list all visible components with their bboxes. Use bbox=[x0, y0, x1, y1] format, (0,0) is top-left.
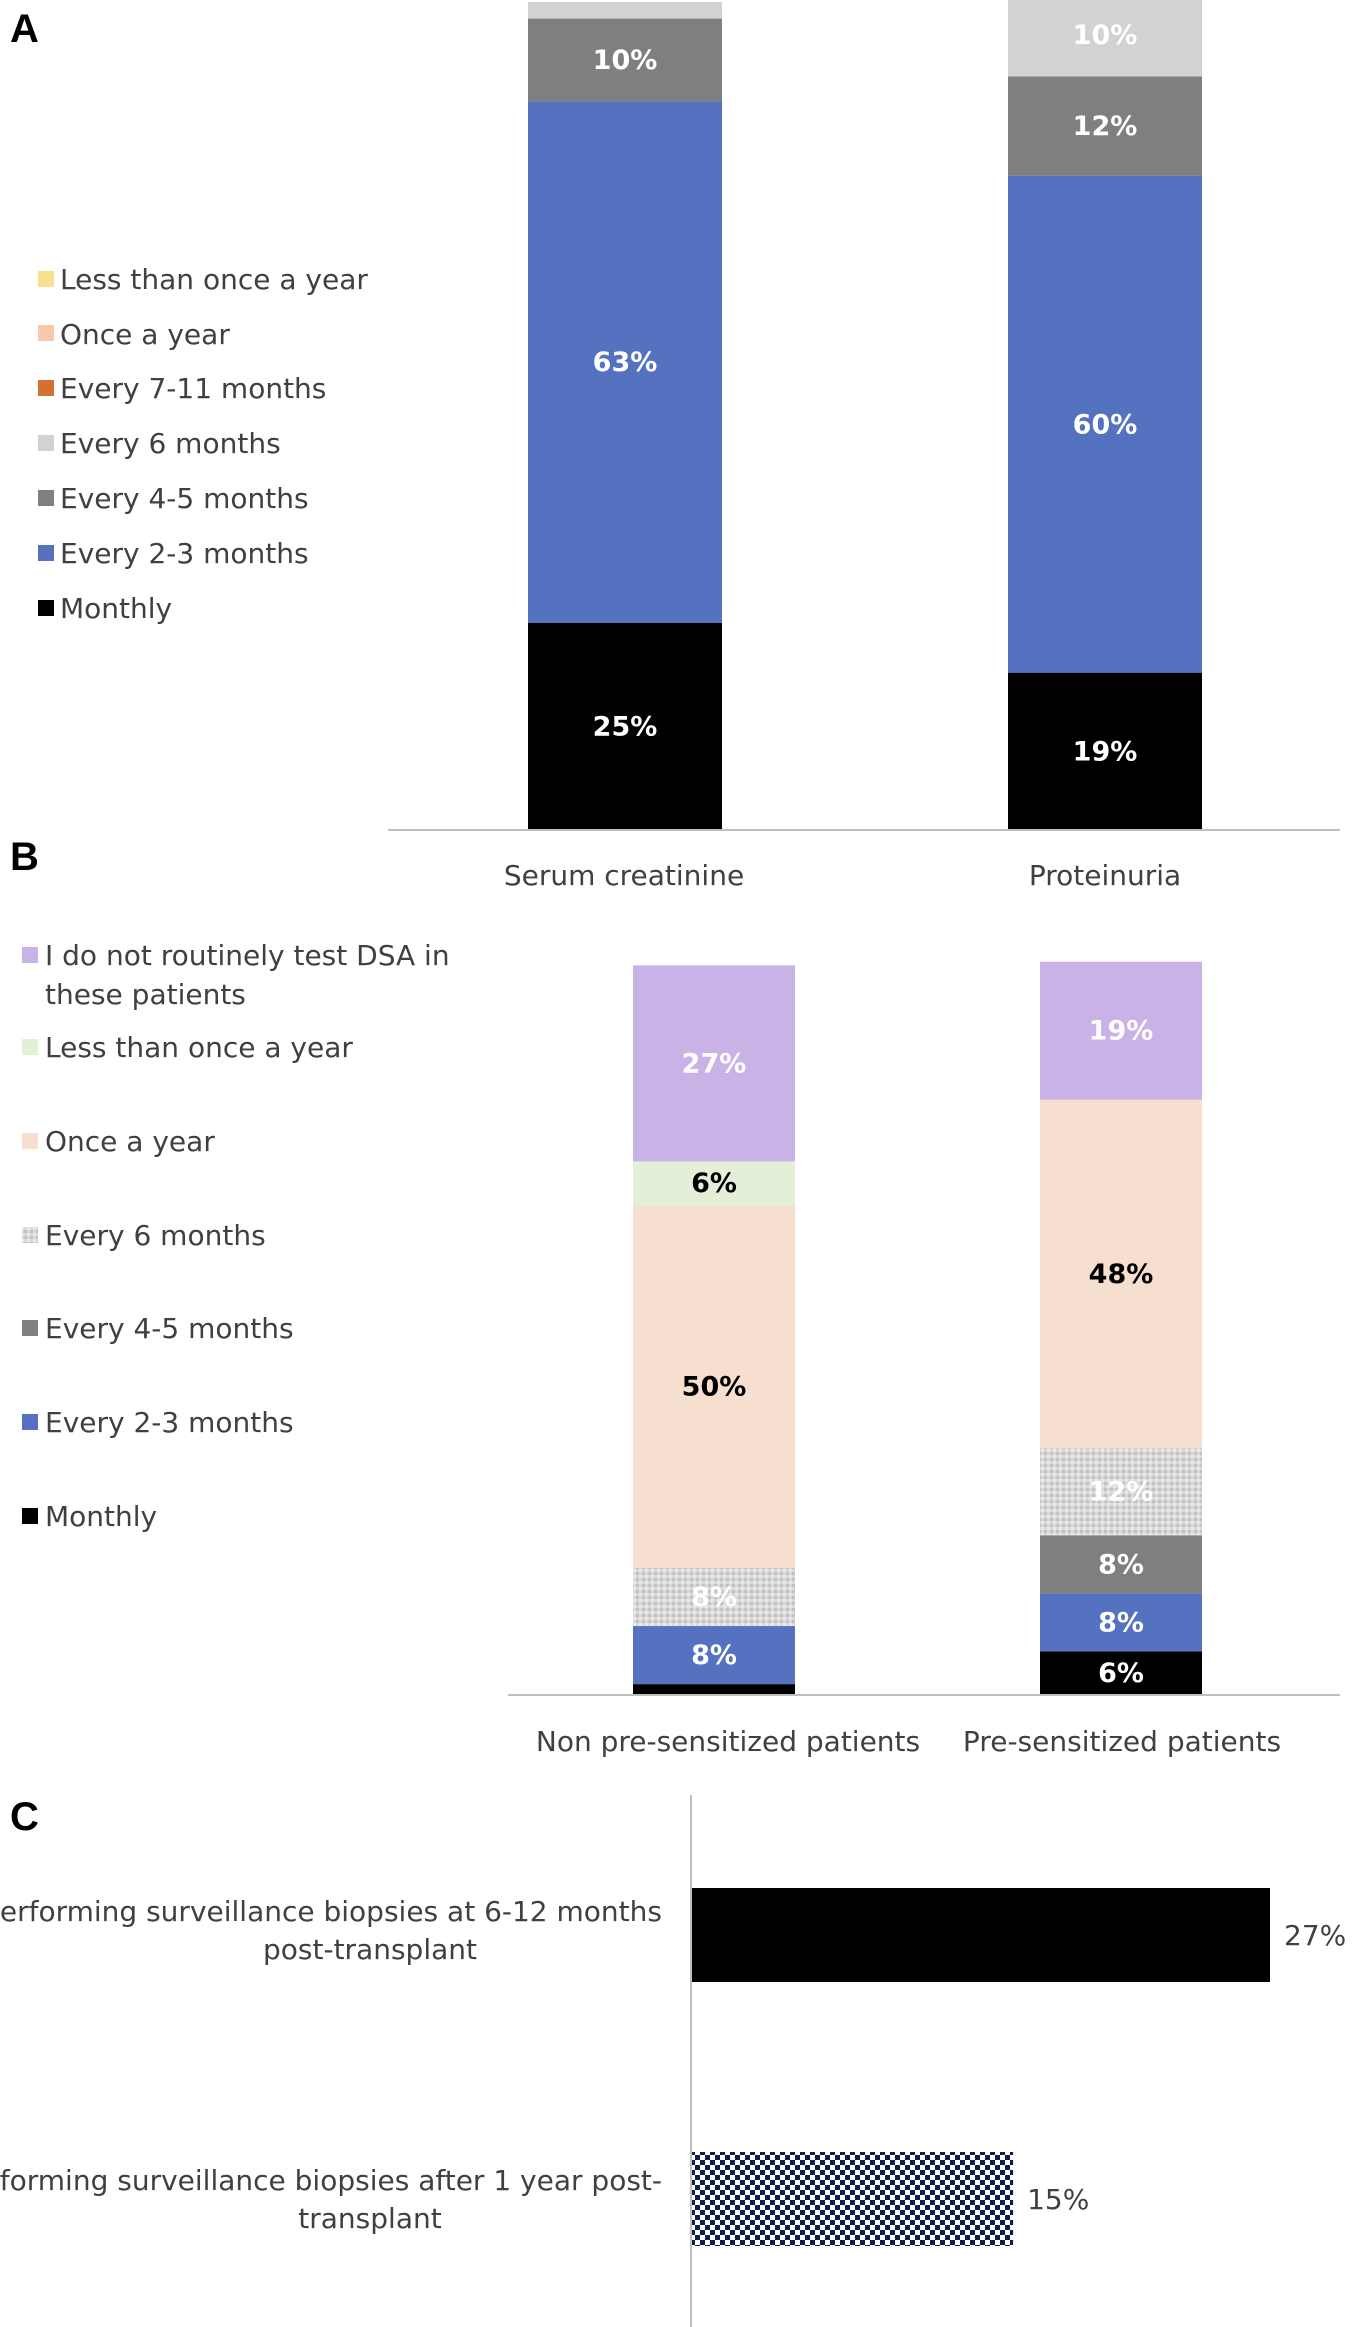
bar-b-pre-sensitized-patients-i-do-not-routinely-test-dsa-in-these-patients bbox=[1040, 961, 1202, 1100]
data-label-b-non-pre-sensitized-patients-every-2-3-months: 8% bbox=[691, 1640, 737, 1671]
bar-a-serum-creatinine-every-4-5-months bbox=[528, 18, 722, 102]
legend-swatch-once-a-year-b bbox=[22, 1133, 38, 1149]
legend-label-every-4-5-months: Every 4-5 months bbox=[60, 482, 309, 515]
data-label-b-non-pre-sensitized-patients-every-6-months: 8% bbox=[691, 1582, 737, 1613]
legend-swatch-every-4-5-months bbox=[38, 490, 54, 506]
category-label-pre-sensitized: Pre-sensitized patients bbox=[963, 1725, 1281, 1758]
bar-b-non-pre-sensitized-patients-every-2-3-months bbox=[633, 1626, 795, 1685]
bar-b-pre-sensitized-patients-once-a-year bbox=[1040, 1099, 1202, 1449]
legend-swatch-monthly-b bbox=[22, 1508, 38, 1524]
data-label-a-serum-creatinine-every-4-5-months: 10% bbox=[593, 45, 658, 76]
bars-c: 27% 15% bbox=[692, 1888, 1346, 2246]
legend-label-less-than-once-a-year: Less than once a year bbox=[60, 263, 368, 296]
panel-c: Performing surveillance biopsies at 6-12… bbox=[0, 1795, 1346, 2327]
bar-a-serum-creatinine-every-2-3-months bbox=[528, 101, 722, 624]
hbar-performing-surveillance-biopsies-at-6-12-months-post-transplant bbox=[692, 1888, 1270, 1982]
legend-swatch-every-2-3-months-b bbox=[22, 1414, 38, 1430]
legend-swatch-once-a-year bbox=[38, 325, 54, 341]
panel-a: Less than once a year Once a year Every … bbox=[38, 0, 1340, 892]
data-label-b-pre-sensitized-patients-once-a-year: 48% bbox=[1089, 1259, 1154, 1290]
bars-a: 25% 63% 10% 19% 60% 12% 10% bbox=[528, 0, 1202, 830]
legend-label-every-4-5-months-b: Every 4-5 months bbox=[45, 1312, 294, 1345]
legend-swatch-every-6-months bbox=[38, 435, 54, 451]
legend-label-monthly: Monthly bbox=[60, 592, 172, 625]
bar-b-non-pre-sensitized-patients-every-6-months bbox=[633, 1567, 795, 1627]
data-label-b-non-pre-sensitized-patients-once-a-year: 50% bbox=[682, 1371, 747, 1402]
legend-swatch-every-4-5-months-b bbox=[22, 1320, 38, 1336]
category-label-biopsy-6-12-line2: post-transplant bbox=[263, 1933, 477, 1966]
legend-label-less-than-once-a-year-b: Less than once a year bbox=[45, 1031, 353, 1064]
legend-label-every-2-3-months: Every 2-3 months bbox=[60, 537, 309, 570]
legend-label-monthly-b: Monthly bbox=[45, 1500, 157, 1533]
data-label-a-serum-creatinine-every-2-3-months: 63% bbox=[593, 347, 658, 378]
legend-label-every-2-3-months-b: Every 2-3 months bbox=[45, 1406, 294, 1439]
data-label-b-pre-sensitized-patients-monthly: 6% bbox=[1098, 1658, 1144, 1689]
data-label-b-non-pre-sensitized-patients-less-than-once-a-year: 6% bbox=[691, 1168, 737, 1199]
legend-swatch-monthly bbox=[38, 600, 54, 616]
legend-label-every-7-11-months: Every 7-11 months bbox=[60, 372, 326, 405]
data-label-b-pre-sensitized-patients-every-4-5-months: 8% bbox=[1098, 1549, 1144, 1580]
data-label-b-pre-sensitized-patients-every-6-months: 12% bbox=[1089, 1477, 1154, 1508]
bar-a-serum-creatinine-monthly bbox=[528, 623, 722, 830]
category-label-biopsy-6-12-line1: Performing surveillance biopsies at 6-12… bbox=[0, 1895, 662, 1928]
bar-b-pre-sensitized-patients-every-6-months bbox=[1040, 1448, 1202, 1536]
legend-swatch-less-than-once-a-year-b bbox=[22, 1039, 38, 1055]
bar-a-proteinuria-every-2-3-months bbox=[1008, 175, 1202, 673]
data-label-a-proteinuria-every-6-months: 10% bbox=[1073, 20, 1138, 51]
panel-label-c: C bbox=[10, 1795, 39, 1839]
legend-label-once-a-year: Once a year bbox=[60, 318, 230, 351]
bar-b-non-pre-sensitized-patients-once-a-year bbox=[633, 1204, 795, 1568]
bar-b-non-pre-sensitized-patients-monthly bbox=[633, 1684, 795, 1695]
legend-swatch-less-than-once-a-year bbox=[38, 271, 54, 287]
legend-b: I do not routinely test DSA in these pat… bbox=[22, 939, 450, 1533]
bar-b-pre-sensitized-patients-every-4-5-months bbox=[1040, 1535, 1202, 1594]
category-label-serum-creatinine: Serum creatinine bbox=[504, 859, 744, 892]
legend-label-every-6-months-b: Every 6 months bbox=[45, 1219, 266, 1252]
category-label-biopsy-after-1y-line2: transplant bbox=[298, 2202, 441, 2235]
bar-a-proteinuria-every-4-5-months bbox=[1008, 76, 1202, 176]
panel-label-b: B bbox=[10, 835, 39, 879]
category-label-proteinuria: Proteinuria bbox=[1029, 859, 1181, 892]
legend-label-once-a-year-b: Once a year bbox=[45, 1125, 215, 1158]
data-label-a-serum-creatinine-monthly: 25% bbox=[593, 712, 658, 743]
data-label-performing-surveillance-biopsies-after-1-year-post-transplant: 15% bbox=[1027, 2183, 1089, 2216]
data-label-a-proteinuria-every-2-3-months: 60% bbox=[1073, 409, 1138, 440]
bar-a-proteinuria-monthly bbox=[1008, 672, 1202, 830]
bars-b: 8% 8% 50% 6% 27% 6% 8% 8% 12% 48% 19% bbox=[633, 961, 1202, 1695]
bar-a-serum-creatinine-every-6-months bbox=[528, 2, 722, 19]
legend-a: Less than once a year Once a year Every … bbox=[38, 263, 368, 625]
bar-b-non-pre-sensitized-patients-i-do-not-routinely-test-dsa-in-these-patients bbox=[633, 965, 795, 1162]
category-label-non-pre-sensitized: Non pre-sensitized patients bbox=[536, 1725, 920, 1758]
bar-b-pre-sensitized-patients-every-2-3-months bbox=[1040, 1593, 1202, 1652]
legend-label-dsa-not-tested-line2: these patients bbox=[45, 978, 246, 1011]
category-label-biopsy-after-1y-line1: Performing surveillance biopsies after 1… bbox=[0, 2164, 662, 2197]
data-label-a-proteinuria-monthly: 19% bbox=[1073, 736, 1138, 767]
data-label-performing-surveillance-biopsies-at-6-12-months-post-transplant: 27% bbox=[1284, 1919, 1346, 1952]
bar-b-pre-sensitized-patients-monthly bbox=[1040, 1651, 1202, 1695]
legend-swatch-dsa-not-tested bbox=[22, 947, 38, 963]
hbar-performing-surveillance-biopsies-after-1-year-post-transplant bbox=[692, 2152, 1014, 2246]
data-label-b-pre-sensitized-patients-every-2-3-months: 8% bbox=[1098, 1607, 1144, 1638]
legend-swatch-every-6-months-b bbox=[22, 1227, 38, 1243]
panel-label-a: A bbox=[10, 7, 39, 51]
data-label-b-pre-sensitized-patients-i-do-not-routinely-test-dsa-in-these-patients: 19% bbox=[1089, 1016, 1154, 1047]
legend-swatch-every-7-11-months bbox=[38, 380, 54, 396]
bar-a-proteinuria-every-6-months bbox=[1008, 0, 1202, 77]
legend-swatch-every-2-3-months bbox=[38, 545, 54, 561]
data-label-a-proteinuria-every-4-5-months: 12% bbox=[1073, 111, 1138, 142]
panel-b: I do not routinely test DSA in these pat… bbox=[22, 939, 1340, 1758]
bar-b-non-pre-sensitized-patients-less-than-once-a-year bbox=[633, 1161, 795, 1205]
data-label-b-non-pre-sensitized-patients-i-do-not-routinely-test-dsa-in-these-patients: 27% bbox=[682, 1048, 747, 1079]
legend-label-dsa-not-tested-line1: I do not routinely test DSA in bbox=[45, 939, 450, 972]
legend-label-every-6-months: Every 6 months bbox=[60, 427, 281, 460]
